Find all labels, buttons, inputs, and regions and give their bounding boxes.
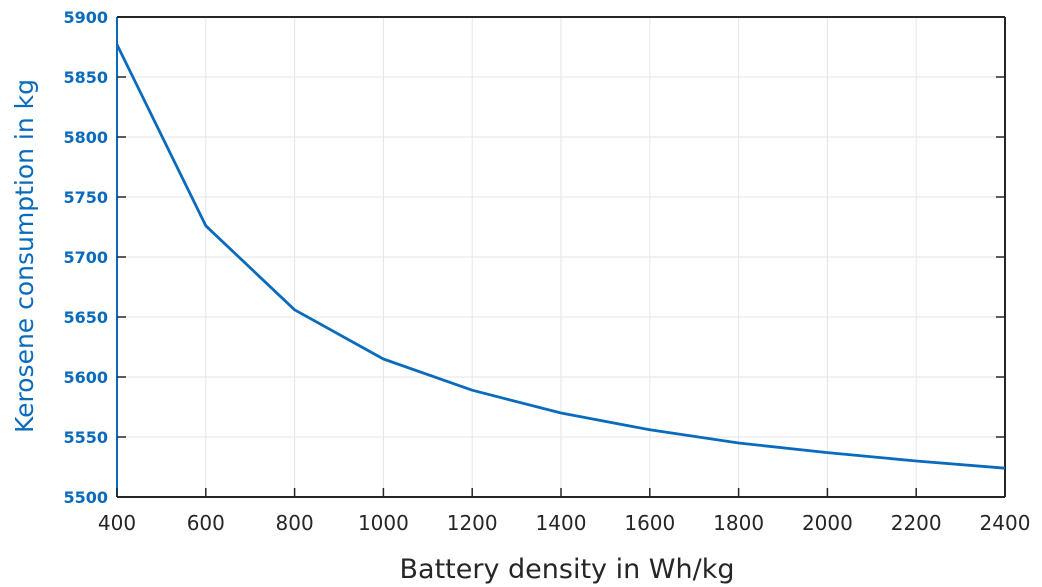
x-tick-label: 600 xyxy=(187,511,225,535)
x-tick-label: 2400 xyxy=(980,511,1031,535)
x-tick-label: 1200 xyxy=(447,511,498,535)
x-axis-label: Battery density in Wh/kg xyxy=(400,554,735,585)
x-tick-label: 2200 xyxy=(891,511,942,535)
y-axis-ticks: 5500 5550 5600 5650 5700 5750 5800 5850 5900 xyxy=(63,8,1005,507)
y-tick-label: 5700 xyxy=(63,248,108,267)
grid-lines xyxy=(116,16,1006,498)
y-tick-label: 5550 xyxy=(63,428,108,447)
x-tick-label: 1800 xyxy=(713,511,764,535)
x-tick-label: 1000 xyxy=(358,511,409,535)
x-axis-ticks: 400 600 800 1000 1200 1400 1600 1800 2000 2200 240… xyxy=(98,488,1031,535)
y-tick-label: 5750 xyxy=(63,188,108,207)
x-tick-label: 1400 xyxy=(536,511,587,535)
y-tick-label: 5500 xyxy=(63,488,108,507)
y-tick-label: 5900 xyxy=(63,8,108,27)
x-tick-label: 2000 xyxy=(802,511,853,535)
y-axis-label: Kerosene consumption in kg xyxy=(10,79,39,433)
y-tick-label: 5800 xyxy=(63,128,108,147)
x-tick-label: 400 xyxy=(98,511,136,535)
y-tick-label: 5850 xyxy=(63,68,108,87)
y-tick-label: 5600 xyxy=(63,368,108,387)
series-group xyxy=(115,43,1006,470)
y-tick-label: 5650 xyxy=(63,308,108,327)
x-tick-label: 800 xyxy=(276,511,314,535)
x-tick-label: 1600 xyxy=(624,511,675,535)
